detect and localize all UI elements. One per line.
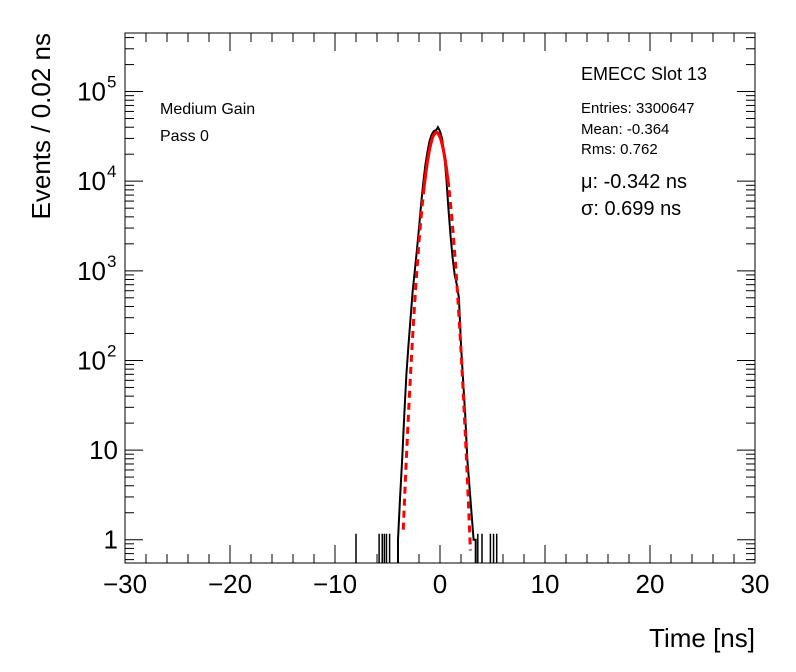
x-tick-label: 20 <box>636 569 665 599</box>
y-tick-exponent: 2 <box>107 341 116 360</box>
fit-curve-right-tail <box>436 130 472 551</box>
y-tick-label: 1 <box>104 525 118 555</box>
x-axis-label: Time [ns] <box>649 623 755 653</box>
y-tick-label: 10 <box>77 166 106 196</box>
histogram-series <box>397 125 477 563</box>
y-axis-label: Events / 0.02 ns <box>26 33 56 219</box>
stat-entries: Entries: 3300647 <box>581 100 694 117</box>
x-tick-label: 0 <box>433 569 447 599</box>
stat-mean: Mean: -0.364 <box>581 121 669 138</box>
x-tick-label: 30 <box>741 569 770 599</box>
y-tick-exponent: 5 <box>107 73 116 92</box>
slot-label: EMECC Slot 13 <box>581 64 707 84</box>
y-tick-label: 10 <box>77 256 106 286</box>
x-tick-label: −30 <box>103 569 147 599</box>
fit-curve-core <box>422 130 451 189</box>
annotation-pass: Pass 0 <box>160 128 209 145</box>
y-tick-exponent: 4 <box>107 162 116 181</box>
y-tick-label: 10 <box>77 77 106 107</box>
annotation-gain: Medium Gain <box>160 101 255 118</box>
fit-mu: μ: -0.342 ns <box>581 171 687 193</box>
y-tick-label: 10 <box>77 345 106 375</box>
y-tick-label: 10 <box>89 435 118 465</box>
series-layer <box>355 125 498 563</box>
fit-curve-left-tail <box>401 130 437 530</box>
x-axis: −30 −20 −10 0 10 20 30 <box>103 33 770 599</box>
y-tick-exponent: 3 <box>107 252 116 271</box>
stat-rms: Rms: 0.762 <box>581 141 658 158</box>
x-tick-label: 10 <box>531 569 560 599</box>
fit-sigma: σ: 0.699 ns <box>581 198 681 220</box>
x-tick-label: −10 <box>313 569 357 599</box>
x-tick-label: −20 <box>208 569 252 599</box>
